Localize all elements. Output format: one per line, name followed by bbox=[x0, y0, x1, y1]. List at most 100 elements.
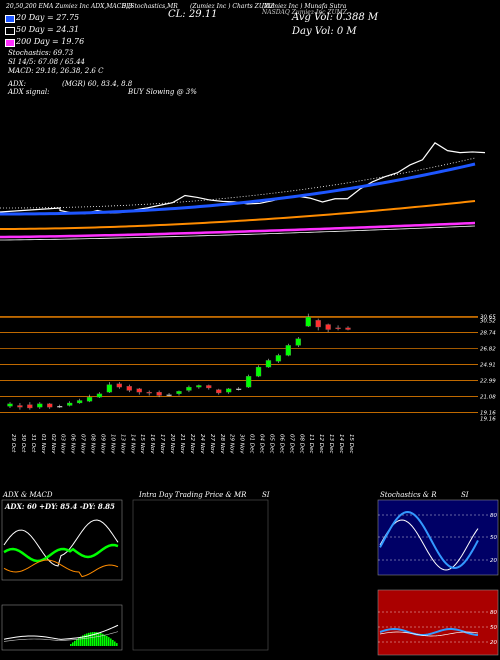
price-line bbox=[0, 142, 486, 215]
macd-histogram-bar bbox=[102, 633, 104, 646]
candle-body bbox=[285, 345, 292, 356]
candle-body bbox=[47, 403, 53, 408]
candle-body bbox=[315, 320, 321, 328]
adx-lines bbox=[3, 519, 119, 578]
legend-day20-text: 20 Day = 27.75 bbox=[16, 13, 80, 22]
macd-histogram-bar bbox=[92, 632, 94, 646]
avg-volume: Avg Vol: 0.388 M bbox=[292, 12, 379, 23]
adx-value: (MGR) 60, 83.4, 8.8 bbox=[62, 80, 133, 88]
date-label: 08 Nov bbox=[90, 434, 96, 454]
date-label: 31 Oct bbox=[30, 434, 36, 453]
macd-histogram-bar bbox=[84, 634, 86, 646]
legend-day50-text: 50 Day = 24.31 bbox=[16, 25, 80, 34]
ema20-line bbox=[0, 162, 476, 216]
candle-body bbox=[305, 316, 311, 327]
day-volume: Day Vol: 0 M bbox=[292, 26, 357, 37]
macd-histogram-bar bbox=[112, 639, 114, 646]
macd-histogram-bar bbox=[70, 644, 72, 646]
macd-histogram-bar bbox=[72, 642, 74, 646]
date-label: 20 Nov bbox=[169, 434, 175, 454]
macd-histogram-bar bbox=[114, 641, 116, 646]
stoch-d-line bbox=[379, 511, 479, 569]
candle-body bbox=[325, 324, 331, 330]
macd-histogram-bar bbox=[98, 632, 100, 646]
ema200-swatch bbox=[5, 39, 15, 47]
intraday-panel bbox=[132, 499, 269, 651]
macd-histogram-bar bbox=[80, 636, 82, 646]
price-axis-label: 19.16 bbox=[480, 410, 496, 416]
ema50-line bbox=[0, 200, 476, 230]
price-axis-label: 26.82 bbox=[480, 347, 496, 353]
price-axis-label: 30.52 bbox=[480, 319, 496, 325]
stochastics-panel bbox=[377, 499, 499, 576]
date-label: 29 Oct bbox=[10, 434, 16, 453]
si-readout: SI 14/5: 67.08 / 65.44 bbox=[8, 58, 85, 66]
date-label: 14 Dec bbox=[338, 434, 344, 453]
intraday-title: Intra Day Trading Price & MR bbox=[139, 491, 247, 499]
si-axis-label: 20 bbox=[490, 640, 497, 646]
date-label: 06 Nov bbox=[70, 434, 76, 454]
ema200-line bbox=[0, 221, 476, 239]
candle-body bbox=[146, 391, 152, 394]
date-label: 05 Dec bbox=[268, 434, 274, 453]
stochastics-si-label: SI bbox=[461, 491, 469, 499]
candle-body bbox=[255, 366, 262, 377]
stochastics-title: Stochastics & R bbox=[380, 491, 437, 499]
date-label: 13 Nov bbox=[119, 434, 125, 454]
chart-header-left: 20,50,200 EMA Zumiez Inc ADX,MACD,B bbox=[6, 3, 133, 10]
date-label: 15 Dec bbox=[348, 434, 354, 453]
date-label: 27 Nov bbox=[209, 434, 215, 454]
candle-body bbox=[335, 327, 341, 330]
candle-body bbox=[176, 391, 182, 394]
adx-panel bbox=[1, 499, 123, 581]
ema50-swatch bbox=[5, 27, 15, 35]
adx-line bbox=[3, 519, 119, 567]
adx-signal-label: ADX signal: bbox=[8, 88, 50, 96]
date-label: 12 Dec bbox=[318, 434, 324, 453]
date-label: 30 Nov bbox=[239, 434, 245, 454]
macd-histogram-bar bbox=[106, 635, 108, 646]
macd-histogram-bar bbox=[78, 637, 80, 646]
macd-histogram-bar bbox=[88, 632, 90, 646]
date-label: 07 Dec bbox=[288, 434, 294, 453]
date-label: 21 Nov bbox=[179, 434, 185, 454]
candle-body bbox=[17, 405, 23, 408]
date-label: 28 Nov bbox=[219, 434, 225, 454]
adx-macd-title: ADX & MACD bbox=[3, 491, 53, 499]
candle-body bbox=[7, 403, 13, 407]
adx-signal-value: BUY Slowing @ 3% bbox=[128, 88, 197, 96]
candle-body bbox=[345, 327, 351, 330]
candle-body bbox=[196, 385, 202, 388]
candle-body bbox=[57, 406, 63, 408]
price-axis-label: 19.16 bbox=[480, 416, 496, 422]
date-label: 24 Nov bbox=[199, 434, 205, 454]
date-label: 02 Nov bbox=[50, 434, 56, 454]
macd-histogram-bar bbox=[74, 640, 76, 646]
si-signal-line bbox=[379, 631, 479, 637]
candle-body bbox=[226, 388, 232, 393]
ema20-swatch bbox=[5, 15, 15, 23]
adx-panel-readout: ADX: 60 +DY: 85.4 -DY: 8.85 bbox=[5, 502, 115, 511]
price-axis-label: 28.74 bbox=[480, 331, 496, 337]
date-label: 01 Nov bbox=[40, 434, 46, 454]
macd-histogram-bar bbox=[110, 638, 112, 646]
candle-body bbox=[136, 388, 142, 393]
date-label: 09 Nov bbox=[99, 434, 105, 454]
stochastics-lines: 80 50 20 bbox=[378, 511, 497, 571]
si-panel bbox=[377, 589, 499, 656]
si-lines: 80 50 20 bbox=[378, 610, 497, 646]
macd-histogram-bar bbox=[82, 635, 84, 646]
macd-histogram-bar bbox=[104, 634, 106, 646]
candle-body bbox=[76, 400, 83, 404]
macd-histogram-bar bbox=[86, 633, 88, 646]
chart-header-si: SI,Stochastics,MR bbox=[122, 3, 178, 10]
price-axis-label: 24.91 bbox=[480, 362, 496, 368]
macd-line bbox=[3, 624, 119, 640]
macd-histogram-bar bbox=[76, 639, 78, 646]
date-label: 13 Dec bbox=[328, 434, 334, 453]
close-price: CL: 29.11 bbox=[168, 9, 218, 20]
date-label: 22 Nov bbox=[189, 434, 195, 454]
date-label: 30 Oct bbox=[20, 434, 26, 453]
candle-body bbox=[275, 355, 282, 362]
